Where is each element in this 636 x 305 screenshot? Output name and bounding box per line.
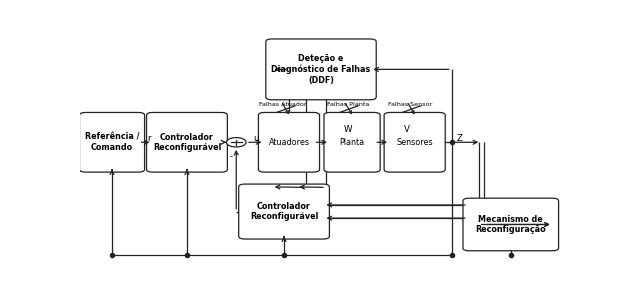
Text: Controlador
Reconfigurável: Controlador Reconfigurável (153, 133, 221, 152)
FancyBboxPatch shape (80, 113, 144, 172)
Text: Sensores: Sensores (396, 138, 433, 147)
Text: Atuadores: Atuadores (268, 138, 310, 147)
Text: Mecanismo de
Reconfiguração: Mecanismo de Reconfiguração (476, 215, 546, 234)
FancyBboxPatch shape (266, 39, 377, 100)
Text: -: - (230, 152, 233, 161)
FancyBboxPatch shape (238, 184, 329, 239)
FancyBboxPatch shape (463, 198, 558, 251)
Text: Referência /
Comando: Referência / Comando (85, 133, 139, 152)
Text: u: u (253, 134, 259, 143)
Circle shape (226, 138, 246, 147)
FancyBboxPatch shape (146, 113, 228, 172)
Text: Planta: Planta (340, 138, 364, 147)
FancyBboxPatch shape (258, 113, 319, 172)
Text: Falhas Planta: Falhas Planta (328, 102, 370, 107)
Text: r: r (147, 134, 150, 143)
Text: Falhas Atuador: Falhas Atuador (259, 102, 307, 107)
Text: Z: Z (457, 134, 462, 143)
Text: Falhas Sensor: Falhas Sensor (388, 102, 432, 107)
Text: V: V (404, 125, 410, 134)
Text: Controlador
Reconfigurável: Controlador Reconfigurável (250, 202, 318, 221)
FancyBboxPatch shape (384, 113, 445, 172)
FancyBboxPatch shape (324, 113, 380, 172)
Text: Deteção e
Diagnóstico de Falhas
(DDF): Deteção e Diagnóstico de Falhas (DDF) (272, 54, 371, 84)
Text: W: W (343, 125, 352, 134)
